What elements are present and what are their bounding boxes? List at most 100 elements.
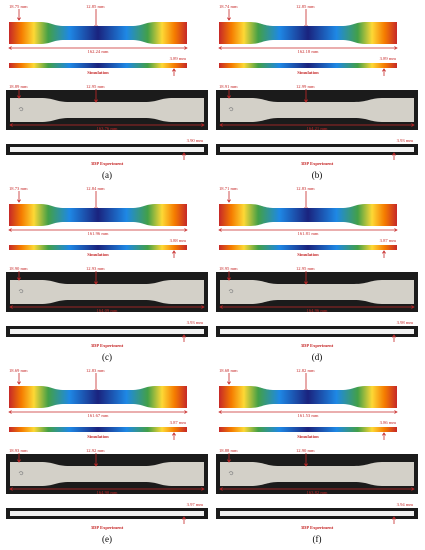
arrowhead-icon [182, 152, 186, 156]
specimen-mark-icon [18, 289, 24, 294]
simulation-side-strip [9, 427, 187, 432]
arrowhead-icon [219, 305, 223, 309]
arrowhead-icon [392, 152, 396, 156]
arrowhead-icon [8, 410, 12, 414]
exp-thickness-label: 3.93 mm [397, 138, 414, 143]
exp-length-label: 164.90 mm [97, 490, 118, 495]
panel-figure: 18.68 mm 12.82 mm 161.53 mm 3.86 mm Simulati… [216, 368, 418, 530]
sim-length-label: 162.24 mm [88, 49, 109, 54]
exp-mid-width-label: 12.90 mm [296, 448, 315, 453]
exp-end-width-label: 18.91 mm [219, 84, 238, 89]
sim-mid-width-label: 12.84 mm [86, 186, 105, 191]
arrowhead-icon [227, 199, 231, 203]
arrowhead-icon [411, 487, 415, 491]
arrowhead-icon [218, 228, 222, 232]
panel-b: 18.74 mm 12.85 mm 162.18 mm 3.89 mm Simulati… [216, 2, 418, 182]
arrowhead-icon [9, 305, 13, 309]
experiment-side-view: 3.94 mm 3DP Experiment [216, 502, 418, 530]
arrowhead-icon [227, 17, 231, 21]
exp-thickness-label: 3.94 mm [397, 502, 414, 507]
experiment-caption: 3DP Experiment [91, 525, 124, 530]
printed-specimen [220, 462, 414, 486]
arrowhead-icon [227, 459, 231, 463]
simulation-caption: Simulation [87, 70, 109, 75]
arrowhead-icon [8, 228, 12, 232]
simulation-caption: Simulation [297, 434, 319, 439]
simulation-side-strip [219, 245, 397, 250]
specimen-mark-icon [18, 471, 24, 476]
experiment-caption: 3DP Experiment [301, 343, 334, 348]
arrowhead-icon [219, 487, 223, 491]
exp-mid-width-label: 12.93 mm [86, 266, 105, 271]
arrowhead-icon [17, 277, 21, 281]
subfigure-label: (b) [311, 170, 323, 180]
arrowhead-icon [9, 123, 13, 127]
arrowhead-icon [392, 516, 396, 520]
exp-mid-width-label: 12.95 mm [86, 84, 105, 89]
sim-end-width-label: 18.75 mm [9, 4, 28, 9]
arrowhead-icon [94, 99, 98, 103]
exp-length-label: 164.09 mm [97, 308, 118, 313]
printed-specimen-side [220, 147, 414, 152]
experiment-caption: 3DP Experiment [91, 343, 124, 348]
panel-f: 18.68 mm 12.82 mm 161.53 mm 3.86 mm Simulati… [216, 366, 418, 546]
sim-mid-width-label: 12.85 mm [86, 4, 105, 9]
exp-length-label: 164.21 mm [307, 126, 328, 131]
arrowhead-icon [394, 46, 398, 50]
arrowhead-icon [218, 410, 222, 414]
specimen-mark-icon [228, 289, 234, 294]
printed-specimen [10, 280, 204, 304]
sim-length-label: 161.81 mm [298, 231, 319, 236]
experiment-side-view: 3.98 mm 3DP Experiment [216, 320, 418, 348]
printed-specimen-side [220, 329, 414, 334]
sim-thickness-label: 3.87 mm [170, 420, 187, 425]
arrowhead-icon [17, 199, 21, 203]
arrowhead-icon [8, 46, 12, 50]
arrowhead-icon [201, 123, 205, 127]
experiment-view: 18.91 mm 12.99 mm 164.21 mm [216, 84, 418, 131]
sim-end-width-label: 18.73 mm [9, 186, 28, 191]
simulation-caption: Simulation [87, 252, 109, 257]
arrowhead-icon [172, 68, 176, 72]
experiment-view: 18.90 mm 12.93 mm 164.09 mm [6, 266, 208, 313]
simulation-view: 18.69 mm 12.83 mm 161.67 mm [8, 368, 188, 418]
printed-specimen [220, 280, 414, 304]
sim-thickness-label: 3.86 mm [380, 420, 397, 425]
arrowhead-icon [17, 95, 21, 99]
simulation-caption: Simulation [87, 434, 109, 439]
arrowhead-icon [227, 277, 231, 281]
subfigure-label: (f) [312, 534, 322, 544]
sim-mid-width-label: 12.83 mm [86, 368, 105, 373]
exp-end-width-label: 18.95 mm [219, 266, 238, 271]
arrowhead-icon [182, 516, 186, 520]
simulation-side-view: 3.86 mm Simulation [219, 420, 397, 440]
printed-specimen [10, 462, 204, 486]
exp-end-width-label: 18.90 mm [9, 266, 28, 271]
arrowhead-icon [304, 99, 308, 103]
experiment-side-view: 3.97 mm 3DP Experiment [6, 502, 208, 530]
specimen-mark-icon [228, 107, 234, 112]
arrowhead-icon [201, 305, 205, 309]
sim-mid-width-label: 12.85 mm [296, 4, 315, 9]
sim-end-width-label: 18.69 mm [9, 368, 28, 373]
arrowhead-icon [304, 463, 308, 467]
experiment-caption: 3DP Experiment [301, 161, 334, 166]
exp-end-width-label: 18.89 mm [9, 84, 28, 89]
exp-length-label: 163.82 mm [307, 490, 328, 495]
exp-mid-width-label: 12.92 mm [86, 448, 105, 453]
sim-length-label: 162.18 mm [298, 49, 319, 54]
experiment-view: 18.88 mm 12.90 mm 163.82 mm [216, 448, 418, 495]
exp-thickness-label: 3.90 mm [187, 138, 204, 143]
sim-end-width-label: 18.74 mm [219, 4, 238, 9]
experiment-view: 18.95 mm 12.95 mm 164.96 mm [216, 266, 418, 313]
exp-thickness-label: 3.93 mm [187, 320, 204, 325]
sim-mid-width-label: 12.83 mm [296, 186, 315, 191]
arrowhead-icon [382, 68, 386, 72]
arrowhead-icon [184, 410, 188, 414]
subfigure-label: (d) [311, 352, 323, 362]
panel-e: 18.69 mm 12.83 mm 161.67 mm 3.87 mm Simulati… [6, 366, 208, 546]
arrowhead-icon [411, 123, 415, 127]
arrowhead-icon [17, 381, 21, 385]
arrowhead-icon [94, 463, 98, 467]
printed-specimen-side [220, 511, 414, 516]
